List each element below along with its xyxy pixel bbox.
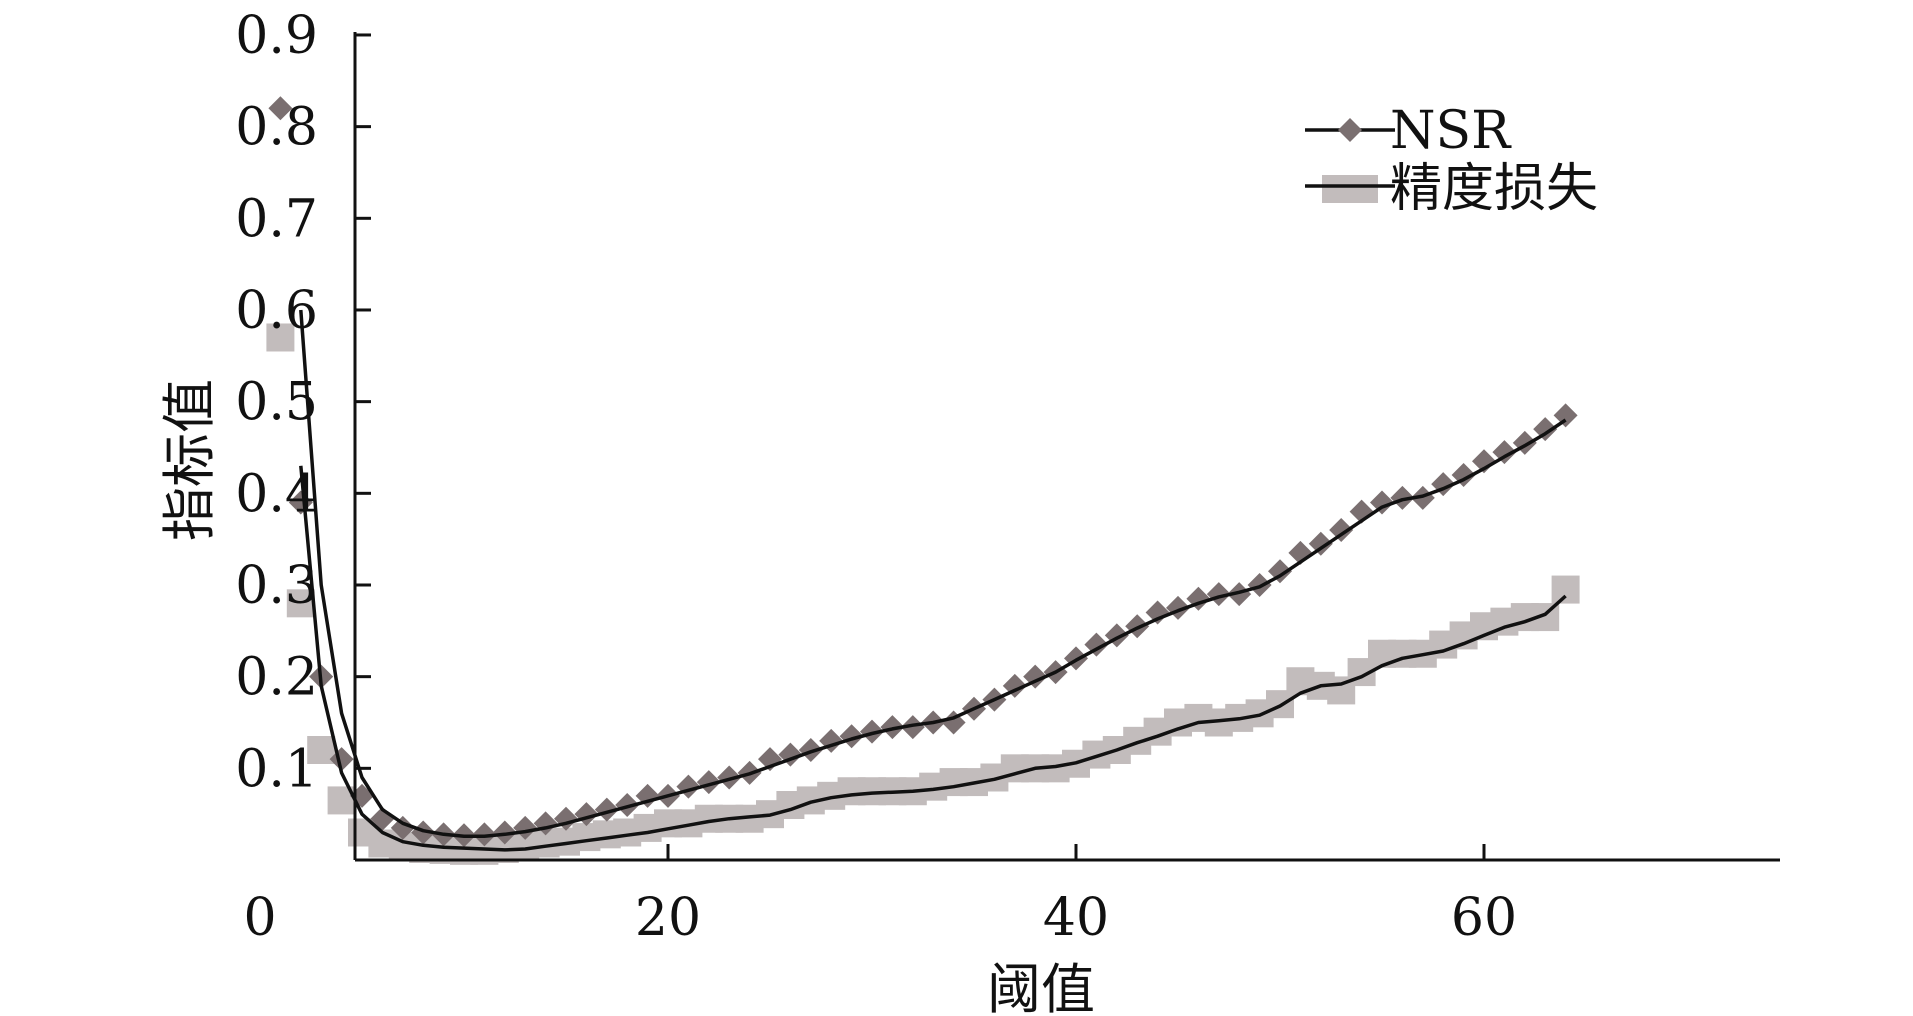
data-point <box>492 820 517 845</box>
y-tick-label: 0.6 <box>235 281 318 341</box>
data-point <box>390 815 415 840</box>
series-layer <box>266 96 1580 865</box>
legend-marker-diamond <box>1338 118 1362 142</box>
y-axis-title: 指标值 <box>158 379 221 541</box>
data-point <box>860 719 884 744</box>
y-tick-label: 0.4 <box>235 464 318 524</box>
x-axis-title: 阈值 <box>987 958 1095 1016</box>
data-point <box>1329 517 1354 542</box>
data-point <box>288 490 313 515</box>
data-point <box>266 323 295 352</box>
data-point <box>1551 575 1580 604</box>
series-nsr-line <box>299 309 1567 838</box>
series-loss-markers <box>266 323 1580 865</box>
y-tick-label: 0.8 <box>235 98 318 158</box>
y-tick-label: 0.3 <box>235 556 318 616</box>
data-point <box>1370 490 1394 515</box>
data-point <box>900 715 925 740</box>
y-tick-label: 0.2 <box>235 648 318 708</box>
x-tick-label: 60 <box>1451 888 1517 948</box>
series-loss-line <box>299 465 1567 852</box>
data-point <box>411 820 436 845</box>
data-point <box>1227 582 1252 607</box>
y-tick-label: 0.9 <box>235 6 318 66</box>
series-line <box>299 465 1567 852</box>
legend-marker-square <box>1322 175 1378 203</box>
y-tick-label: 0.7 <box>235 189 318 249</box>
x-tick-label: 20 <box>635 888 701 948</box>
axis-layer <box>353 32 1780 862</box>
data-point <box>1023 664 1048 689</box>
data-point <box>268 96 293 121</box>
data-point <box>286 589 315 618</box>
legend-label-loss: 精度损失 <box>1390 159 1598 219</box>
series-line <box>299 309 1567 838</box>
tick-layer: 0.1 0.2 0.3 0.4 0.5 0.6 0.7 0.8 0.9 0 20 40 60 <box>235 6 1517 948</box>
data-point <box>1145 600 1170 625</box>
data-point <box>1472 449 1496 474</box>
data-point <box>1308 531 1333 556</box>
y-tick-label: 0.1 <box>235 739 318 799</box>
data-point <box>880 715 905 740</box>
data-point <box>1553 403 1578 428</box>
series-nsr-markers <box>268 96 1578 848</box>
data-point <box>472 822 497 847</box>
legend-label-nsr: NSR <box>1390 101 1512 161</box>
data-point <box>1492 440 1517 465</box>
data-point <box>1533 417 1558 442</box>
data-point <box>1390 485 1415 510</box>
x-tick-label: 40 <box>1043 888 1109 948</box>
x-tick-label: 0 <box>243 888 276 948</box>
y-tick-label: 0.5 <box>235 373 318 433</box>
data-point <box>1410 485 1435 510</box>
